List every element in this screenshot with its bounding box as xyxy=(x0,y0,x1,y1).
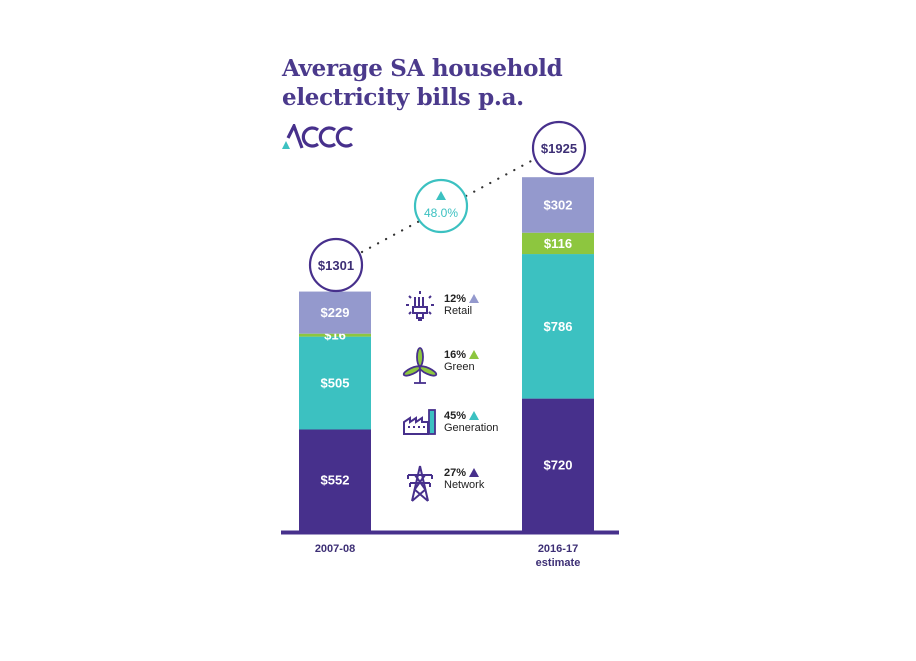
data-label: $720 xyxy=(544,457,573,472)
change-circle xyxy=(413,178,469,234)
legend-label: Generation xyxy=(444,422,499,434)
up-triangle-icon xyxy=(469,468,480,477)
bar-segment-green xyxy=(299,333,371,337)
chart-title: Average SA household electricity bills p… xyxy=(282,55,563,111)
bar-segment-retail xyxy=(299,291,371,334)
bar-segment-generation xyxy=(299,336,371,430)
legend-label: Network xyxy=(444,479,485,491)
factory-icon xyxy=(403,409,436,435)
legend-pct: 45% xyxy=(444,410,467,422)
x-tick-label: 2016-17 estimate xyxy=(508,542,608,570)
x-tick-label: 2007-08 xyxy=(285,542,385,556)
data-label: $116 xyxy=(544,236,572,251)
total-label: $1301 xyxy=(318,258,354,273)
data-label: $552 xyxy=(321,473,350,488)
transmission-tower-icon xyxy=(407,465,433,502)
legend-pct: 16% xyxy=(444,349,467,361)
legend-pct: 12% xyxy=(444,293,467,305)
up-triangle-icon xyxy=(436,191,446,200)
legend-label: Retail xyxy=(444,305,473,317)
legend-item-generation: 45% Generation xyxy=(402,408,522,448)
wind-turbine-icon xyxy=(402,347,438,384)
accc-logo xyxy=(282,121,356,155)
bar-segment-network xyxy=(299,429,371,531)
total-circle xyxy=(531,120,587,176)
x-tick-line: estimate xyxy=(535,557,581,569)
up-triangle-icon xyxy=(469,350,480,359)
data-label: $302 xyxy=(544,197,573,212)
legend-item-network: 27% Network xyxy=(402,465,522,505)
legend-pct: 27% xyxy=(444,467,467,479)
change-label: 48.0% xyxy=(424,206,458,220)
data-label: $229 xyxy=(321,305,350,320)
bar-segment-network xyxy=(522,398,594,531)
x-tick-line: 2016-17 xyxy=(537,543,579,555)
legend-item-retail: 12% Retail xyxy=(402,291,522,331)
light-bulb-icon xyxy=(406,291,434,321)
up-triangle-icon xyxy=(469,294,480,303)
bar-segment-retail xyxy=(522,177,594,233)
x-tick-line: 2007-08 xyxy=(314,543,356,555)
total-circle xyxy=(308,237,364,293)
total-label: $1925 xyxy=(541,141,577,156)
data-label: $505 xyxy=(321,376,350,391)
up-triangle-icon xyxy=(469,411,480,420)
legend-label: Green xyxy=(444,361,475,373)
bar-segment-generation xyxy=(522,254,594,399)
data-label: $786 xyxy=(544,319,573,334)
bar-segment-green xyxy=(522,232,594,255)
legend-item-green: 16% Green xyxy=(402,347,522,387)
